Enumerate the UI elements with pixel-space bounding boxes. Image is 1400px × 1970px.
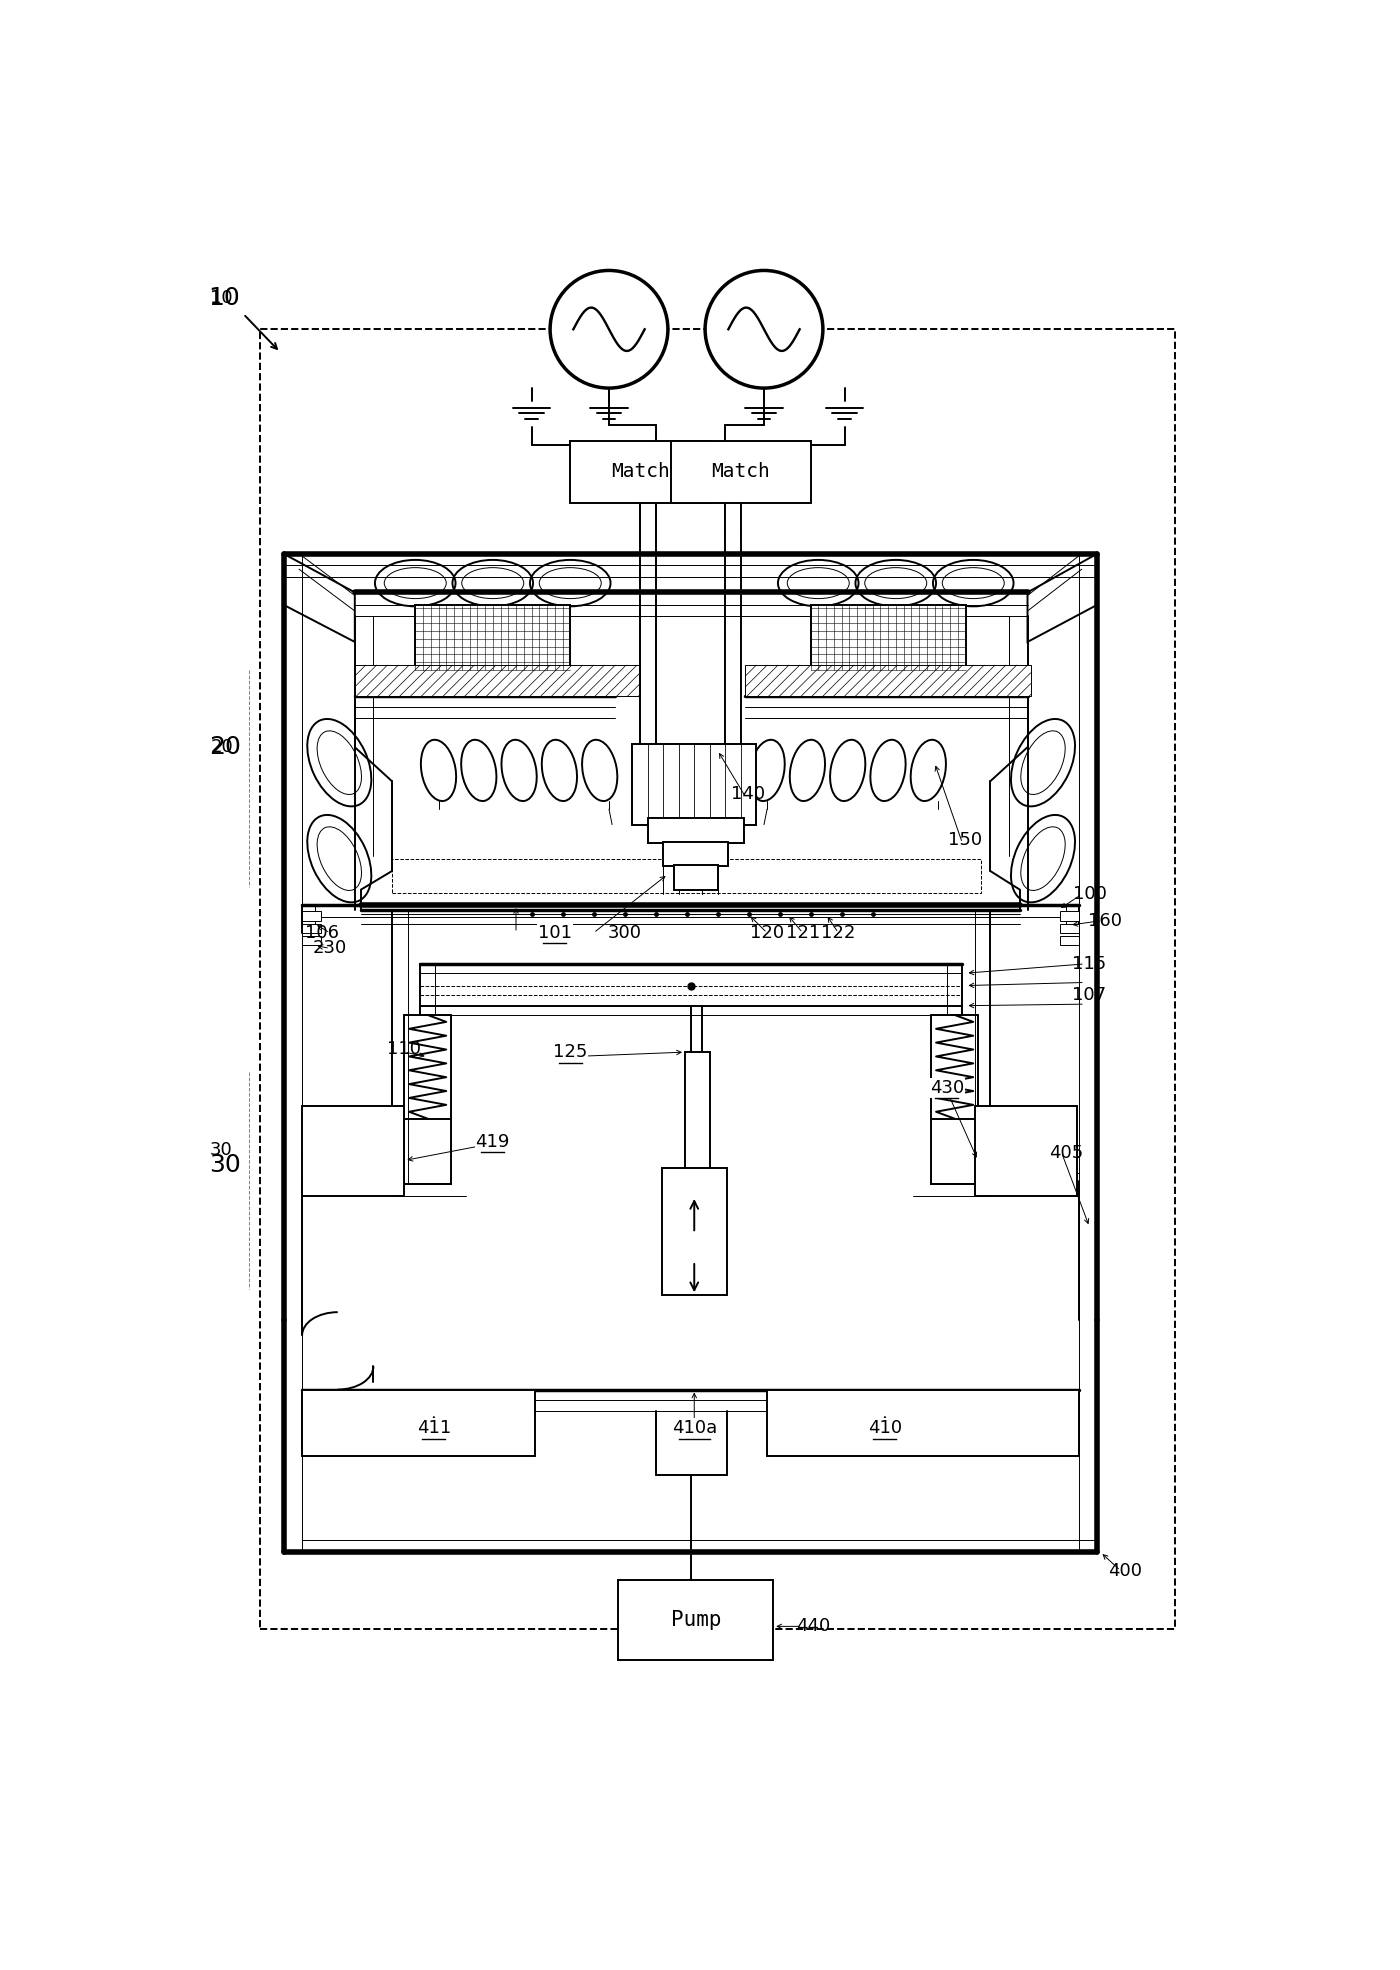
Text: 115: 115 [1072, 955, 1106, 973]
Text: 100: 100 [1072, 885, 1106, 902]
Text: 10: 10 [209, 286, 241, 311]
Text: Match: Match [610, 463, 669, 481]
Bar [392, 859, 981, 892]
Text: 400: 400 [1109, 1562, 1142, 1580]
Bar [671, 441, 811, 502]
Bar [1060, 924, 1078, 934]
Bar [675, 865, 717, 890]
Bar [811, 605, 966, 670]
Bar [416, 605, 570, 670]
Text: 121: 121 [785, 924, 820, 942]
Text: 410a: 410a [672, 1418, 717, 1438]
Bar [302, 936, 321, 946]
Text: 125: 125 [553, 1044, 588, 1062]
Text: 122: 122 [822, 924, 855, 942]
Bar [767, 1389, 1078, 1456]
Bar [1060, 936, 1078, 946]
Text: 20: 20 [210, 739, 232, 756]
Text: Pump: Pump [671, 1609, 721, 1631]
Text: 30: 30 [209, 1152, 241, 1178]
Bar [260, 329, 1175, 1629]
Text: 110: 110 [388, 1040, 421, 1058]
Text: 20: 20 [209, 735, 241, 758]
Bar [354, 666, 640, 695]
Text: 230: 230 [312, 940, 347, 957]
Bar [570, 441, 710, 502]
Text: Match: Match [711, 463, 770, 481]
Bar [648, 818, 743, 843]
Bar [302, 912, 321, 920]
Bar [633, 745, 756, 825]
Text: 440: 440 [797, 1617, 830, 1635]
Text: 419: 419 [476, 1133, 510, 1150]
Bar [974, 1107, 1077, 1196]
Text: 106: 106 [305, 924, 339, 942]
Bar [664, 841, 728, 867]
Bar [302, 924, 321, 934]
Circle shape [706, 270, 823, 388]
Text: 120: 120 [750, 924, 784, 942]
Text: 430: 430 [930, 1080, 965, 1097]
Text: 300: 300 [608, 924, 641, 942]
Text: 30: 30 [210, 1141, 232, 1158]
Bar [685, 1052, 710, 1200]
Bar [745, 666, 1030, 695]
Text: 140: 140 [731, 784, 766, 802]
Bar [302, 1107, 405, 1196]
Text: 410: 410 [868, 1418, 902, 1438]
Text: 160: 160 [1088, 912, 1121, 930]
Circle shape [550, 270, 668, 388]
Bar [619, 1580, 773, 1661]
Text: 411: 411 [417, 1418, 451, 1438]
Text: 405: 405 [1049, 1145, 1084, 1162]
Text: 10: 10 [210, 290, 232, 307]
Text: 101: 101 [538, 924, 571, 942]
Bar [1060, 912, 1078, 920]
Text: 107: 107 [1072, 985, 1106, 1005]
Bar [662, 1168, 727, 1294]
Bar [302, 1389, 535, 1456]
Text: 150: 150 [948, 831, 983, 849]
